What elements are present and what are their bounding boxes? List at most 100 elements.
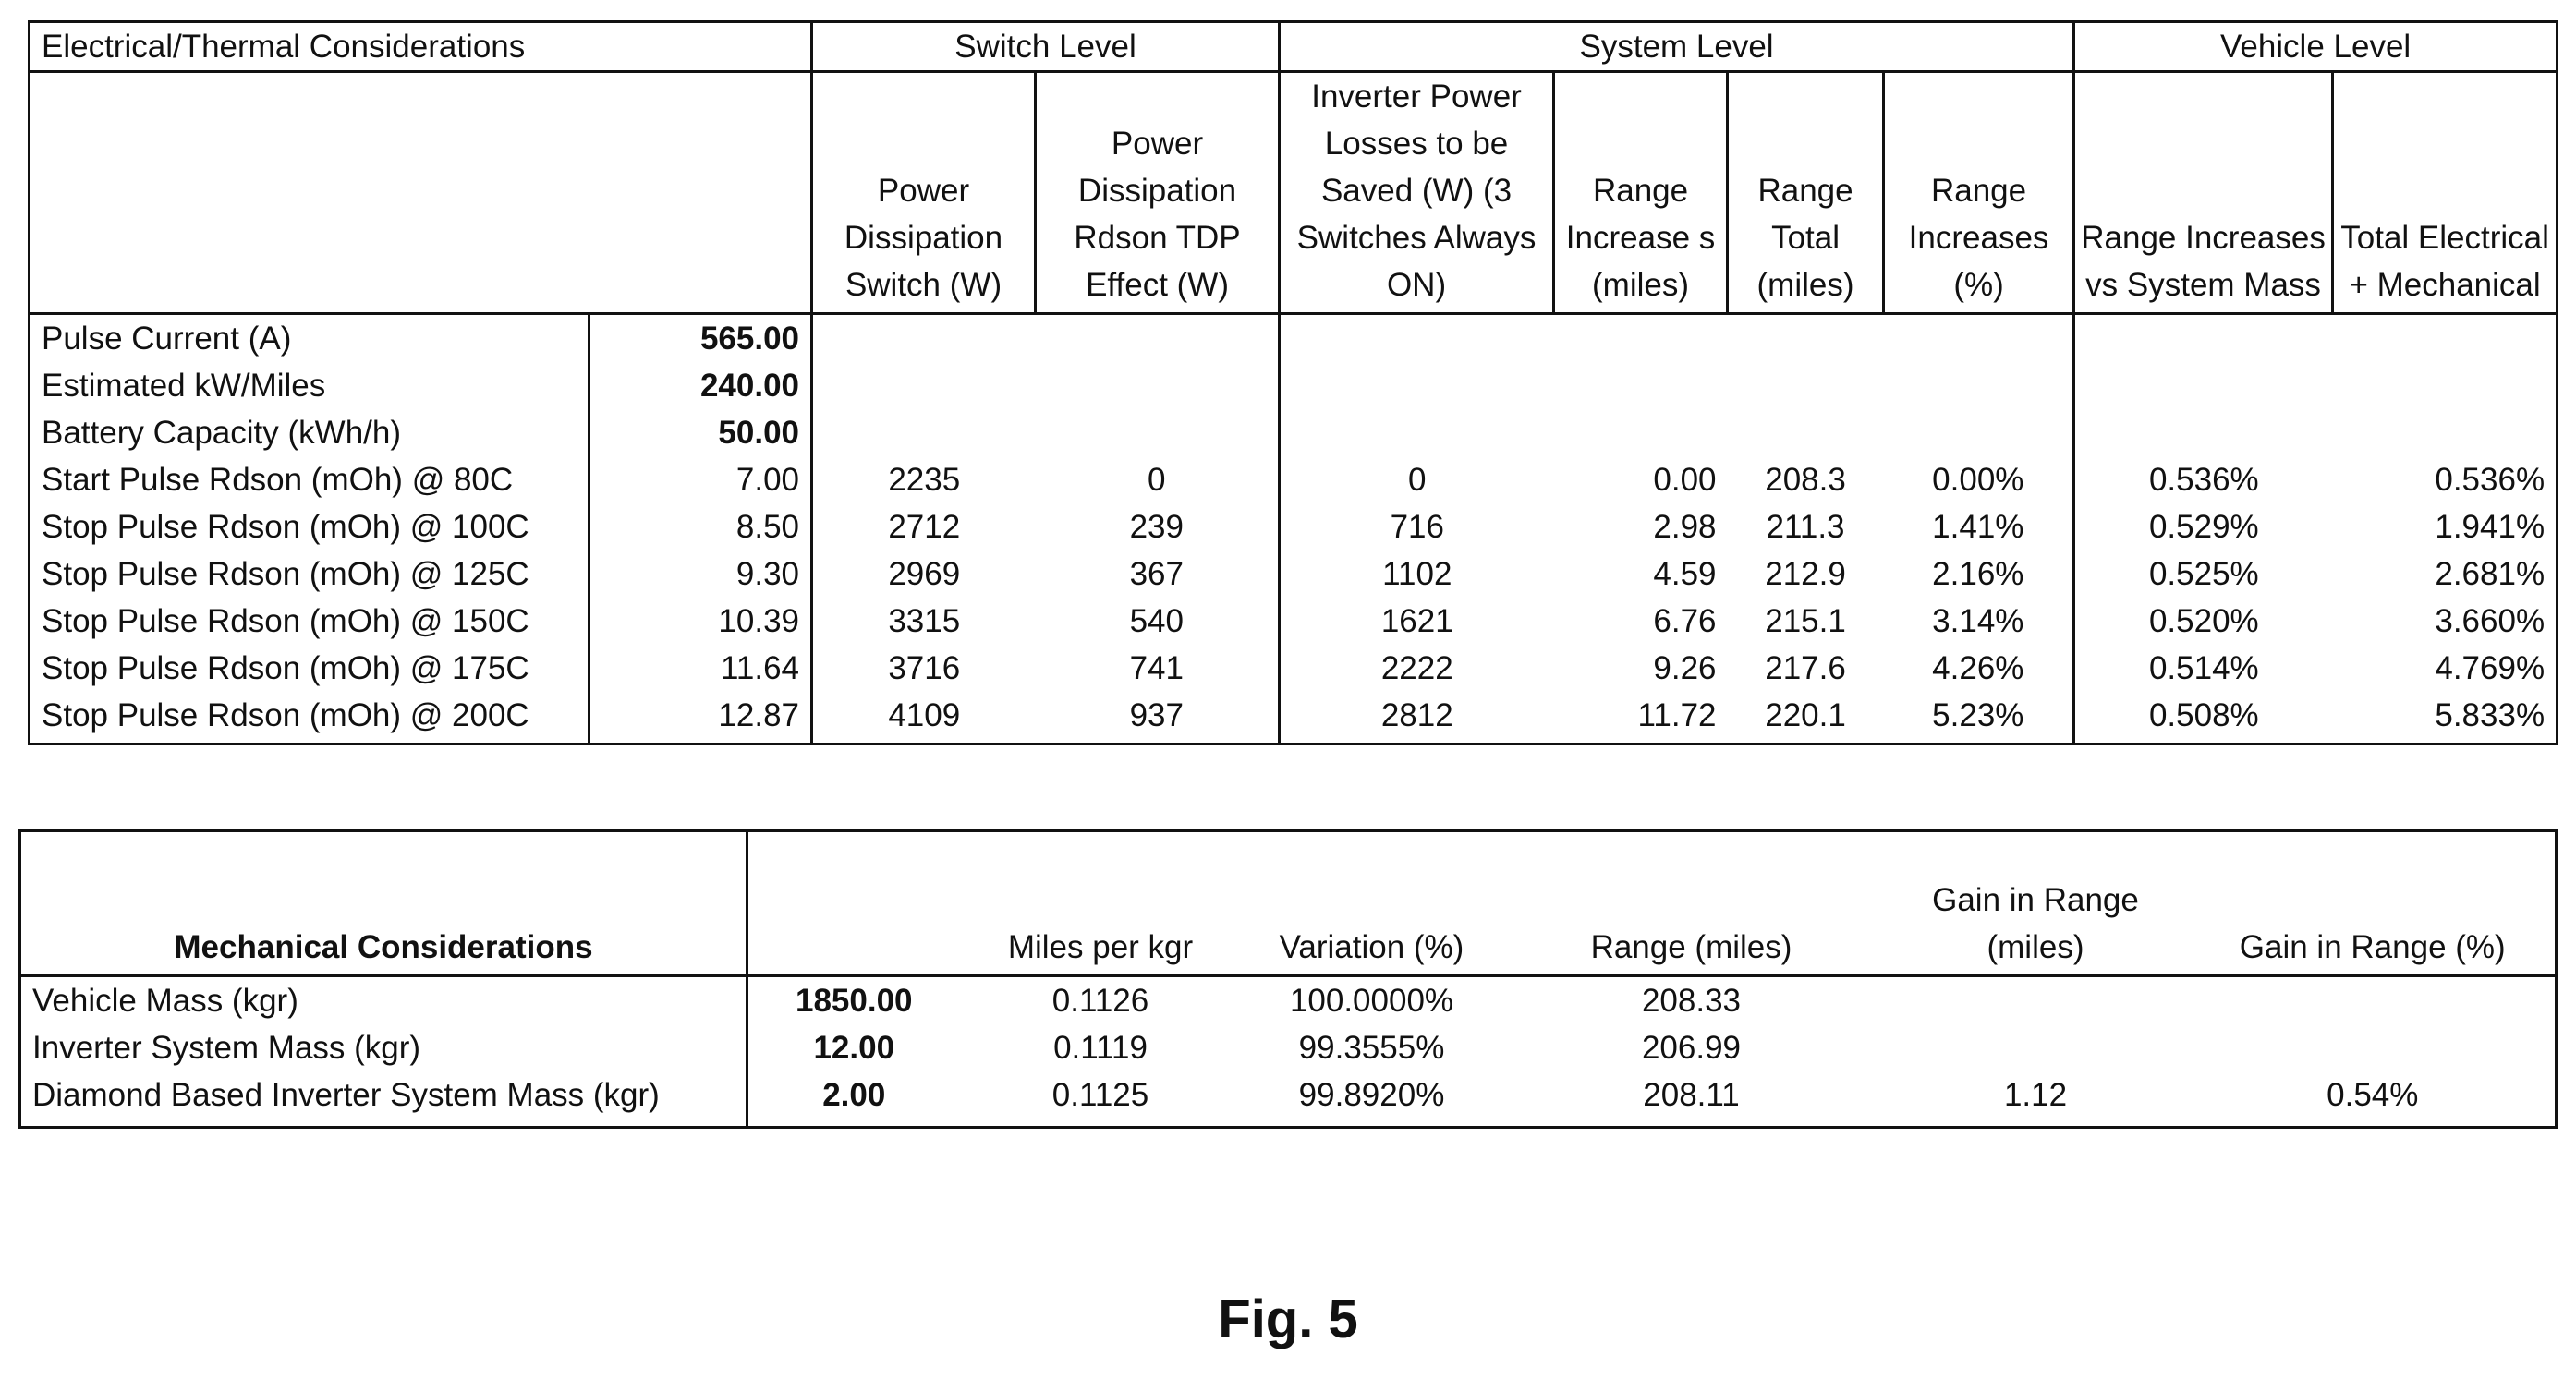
cell-range-total: 211.3 [1766, 509, 1845, 545]
cell-range-vs-mass: 0.514% [2072, 645, 2333, 692]
param-label: Pulse Current (A) [42, 321, 292, 357]
cell-range-total: 217.6 [1765, 650, 1846, 686]
cell-range-pct: 3.14% [1932, 603, 2024, 639]
header-pd-rdson: Power Dissipation Rdson TDP Effect (W) [1034, 71, 1280, 315]
header-total-elec-mech: Total Electrical + Mechanical [2331, 71, 2558, 315]
cell-gain-miles [1881, 976, 2191, 1025]
cell-miles-per-kgr: 0.1126 [1051, 983, 1149, 1019]
header-range-total: Range Total (miles) [1726, 71, 1884, 315]
row-label: Stop Pulse Rdson (mOh) @ 150C [42, 603, 529, 639]
table-row: Diamond Based Inverter System Mass (kgr)… [20, 1071, 2557, 1128]
cell-pd-switch: 2235 [810, 456, 1036, 503]
table1-caption: Electrical/Thermal Considerations [29, 21, 812, 73]
electrical-thermal-table: Electrical/Thermal Considerations Switch… [28, 20, 2559, 745]
cell-range-increase: 4.59 [1653, 556, 1717, 592]
param-row: Pulse Current (A) 565.00 [30, 313, 2558, 362]
row-value: 7.00 [587, 456, 812, 503]
cell-pd-switch: 3315 [810, 598, 1036, 645]
cell-range-total: 215.1 [1765, 603, 1846, 639]
cell-pd-switch: 2969 [810, 550, 1036, 598]
cell-gain-pct [2191, 1024, 2557, 1071]
cell-total: 0.536% [2435, 462, 2546, 498]
cell-inverter-losses: 716 [1278, 503, 1554, 550]
cell-inverter-losses: 1102 [1278, 550, 1554, 598]
cell-inverter-losses: 2222 [1278, 645, 1554, 692]
cell-total: 2.681% [2435, 556, 2546, 592]
mechanical-title: Mechanical Considerations [19, 830, 747, 977]
table-row: Stop Pulse Rdson (mOh) @ 175C 11.64 3716… [30, 645, 2558, 692]
cell-range-pct: 4.26% [1932, 650, 2024, 686]
cell-pd-rdson: 741 [1129, 650, 1184, 686]
row-value: 10.39 [587, 598, 812, 645]
cell-pd-rdson: 540 [1129, 603, 1184, 639]
cell-inverter-losses: 1621 [1278, 598, 1554, 645]
cell-pd-rdson: 937 [1129, 697, 1184, 733]
param-row: Battery Capacity (kWh/h) 50.00 [30, 409, 2558, 456]
header-blank [746, 830, 960, 977]
cell-miles-per-kgr: 0.1119 [1053, 1030, 1148, 1066]
group-vehicle-level: Vehicle Level [2072, 21, 2558, 73]
cell-gain-pct: 0.54% [2327, 1077, 2419, 1113]
cell-range-vs-mass: 0.508% [2072, 692, 2333, 744]
row-value: 12.00 [746, 1024, 960, 1071]
cell-range-total: 212.9 [1765, 556, 1846, 592]
header-blank [29, 71, 812, 315]
row-label: Start Pulse Rdson (mOh) @ 80C [42, 462, 514, 498]
cell-range-vs-mass: 0.525% [2072, 550, 2333, 598]
cell-range-pct: 0.00% [1932, 462, 2024, 498]
figure-label: Fig. 5 [1218, 1289, 1358, 1349]
row-label: Inverter System Mass (kgr) [32, 1030, 421, 1066]
row-value: 8.50 [587, 503, 812, 550]
row-label: Stop Pulse Rdson (mOh) @ 125C [42, 556, 529, 592]
cell-range-increase: 6.76 [1653, 603, 1717, 639]
cell-range-increase: 9.26 [1653, 650, 1717, 686]
cell-pd-switch: 4109 [810, 692, 1036, 744]
row-value: 11.64 [587, 645, 812, 692]
row-label: Stop Pulse Rdson (mOh) @ 100C [42, 509, 529, 545]
group-switch-level: Switch Level [810, 21, 1280, 73]
cell-range: 208.11 [1643, 1077, 1740, 1113]
group-system-level: System Level [1278, 21, 2074, 73]
cell-total: 1.941% [2435, 509, 2546, 545]
header-miles-per-kgr: Miles per kgr [959, 830, 1242, 977]
cell-total: 4.769% [2435, 650, 2546, 686]
header-gain-miles: Gain in Range (miles) [1880, 830, 2191, 977]
cell-range-increase: 2.98 [1653, 509, 1717, 545]
table-row: Stop Pulse Rdson (mOh) @ 200C 12.87 4109… [30, 692, 2558, 744]
cell-total: 3.660% [2435, 603, 2546, 639]
cell-gain-pct [2191, 976, 2557, 1025]
row-label: Stop Pulse Rdson (mOh) @ 200C [42, 697, 529, 733]
table-row: Stop Pulse Rdson (mOh) @ 150C 10.39 3315… [30, 598, 2558, 645]
param-label: Battery Capacity (kWh/h) [42, 415, 401, 451]
cell-pd-rdson: 0 [1148, 462, 1166, 498]
row-label: Stop Pulse Rdson (mOh) @ 175C [42, 650, 529, 686]
param-row: Estimated kW/Miles 240.00 [30, 362, 2558, 409]
table-row: Stop Pulse Rdson (mOh) @ 125C 9.30 2969 … [30, 550, 2558, 598]
cell-miles-per-kgr: 0.1125 [1051, 1077, 1149, 1113]
row-value: 2.00 [746, 1071, 960, 1128]
header-range-increase: Range Increase s (miles) [1552, 71, 1728, 315]
param-value: 565.00 [587, 313, 812, 362]
cell-gain-miles: 1.12 [2003, 1077, 2068, 1113]
param-value: 50.00 [587, 409, 812, 456]
cell-gain-miles [1881, 1024, 2191, 1071]
header-inverter-losses: Inverter Power Losses to be Saved (W) (3… [1278, 71, 1554, 315]
row-value: 9.30 [587, 550, 812, 598]
cell-range-total: 220.1 [1765, 697, 1846, 733]
cell-range-vs-mass: 0.529% [2072, 503, 2333, 550]
header-gain-pct: Gain in Range (%) [2190, 830, 2557, 977]
cell-variation: 99.3555% [1298, 1030, 1445, 1066]
cell-inverter-losses: 2812 [1278, 692, 1554, 744]
cell-pd-switch: 3716 [810, 645, 1036, 692]
row-label: Diamond Based Inverter System Mass (kgr) [32, 1077, 660, 1113]
cell-inverter-losses: 0 [1278, 456, 1554, 503]
cell-variation: 99.8920% [1298, 1077, 1445, 1113]
header-range-increases-pct: Range Increases (%) [1882, 71, 2074, 315]
cell-range-increase: 11.72 [1637, 697, 1717, 733]
cell-range: 208.33 [1641, 983, 1742, 1019]
header-range: Range (miles) [1501, 830, 1881, 977]
mechanical-table: Mechanical Considerations Miles per kgr … [18, 829, 2558, 1129]
cell-range: 206.99 [1641, 1030, 1742, 1066]
cell-total: 5.833% [2435, 697, 2546, 733]
table-row: Stop Pulse Rdson (mOh) @ 100C 8.50 2712 … [30, 503, 2558, 550]
